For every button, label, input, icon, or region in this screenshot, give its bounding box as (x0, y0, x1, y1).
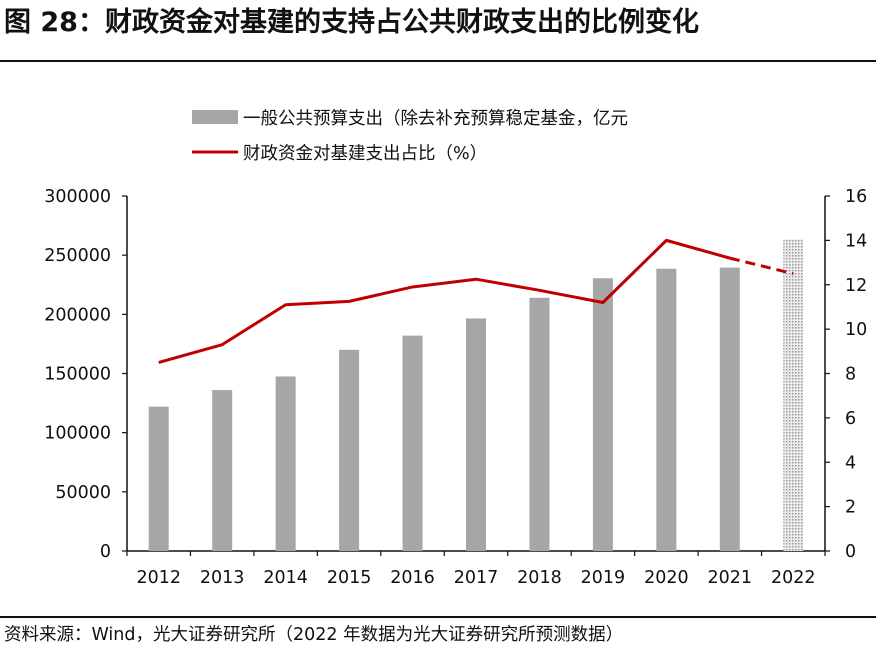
y-axis-left-ticks: 0 50000 100000 150000 200000 250000 300000 (44, 187, 127, 562)
x-tick-label: 2022 (771, 568, 816, 588)
bar-series (148, 239, 804, 552)
y-right-tick-label: 0 (845, 542, 856, 562)
y-left-tick-label: 50000 (55, 483, 111, 503)
title-divider (0, 60, 876, 62)
bar (466, 318, 486, 551)
y-right-tick-label: 6 (845, 409, 856, 429)
y-axis-right-ticks: 0 2 4 6 8 10 12 14 16 (825, 187, 867, 562)
x-tick-label: 2021 (708, 568, 753, 588)
x-tick-label: 2012 (136, 568, 181, 588)
bar (656, 268, 677, 551)
x-tick-label: 2015 (327, 568, 372, 588)
legend: 一般公共预算支出（除去补充预算稳定基金，亿元 财政资金对基建支出占比（%） (192, 109, 628, 164)
x-tick-label: 2017 (454, 568, 499, 588)
line-series (158, 238, 794, 364)
x-tick-label: 2013 (200, 568, 245, 588)
x-tick-label: 2020 (644, 568, 689, 588)
y-left-tick-label: 300000 (44, 187, 111, 207)
source-note: 资料来源：Wind，光大证券研究所（2022 年数据为光大证券研究所预测数据） (4, 625, 624, 645)
y-left-tick-label: 150000 (44, 365, 111, 385)
bar (339, 349, 360, 551)
x-axis-ticks: 2012 2013 2014 2015 2016 2017 2018 2019 2020 2021… (126, 551, 826, 588)
y-right-tick-label: 8 (845, 365, 856, 385)
y-right-tick-label: 14 (845, 231, 867, 251)
chart: 一般公共预算支出（除去补充预算稳定基金，亿元 财政资金对基建支出占比（%） 20… (44, 109, 867, 588)
y-left-tick-label: 200000 (44, 305, 111, 325)
bar (148, 406, 169, 551)
y-right-tick-label: 4 (845, 453, 856, 473)
bar (592, 278, 613, 551)
bar-forecast (783, 239, 804, 552)
y-right-tick-label: 16 (845, 187, 867, 207)
y-right-tick-label: 10 (845, 320, 867, 340)
page-title: 图 28：财政资金对基建的支持占公共财政支出的比例变化 (4, 7, 699, 38)
bar (212, 390, 233, 551)
line-forecast-dashed (729, 256, 794, 276)
x-tick-label: 2019 (581, 568, 626, 588)
legend-bar-label: 一般公共预算支出（除去补充预算稳定基金，亿元 (243, 109, 628, 129)
y-left-tick-label: 100000 (44, 424, 111, 444)
x-tick-label: 2018 (517, 568, 562, 588)
bar (719, 267, 740, 551)
footer-divider (0, 616, 876, 618)
bar (275, 376, 296, 551)
legend-bar-swatch (192, 110, 238, 124)
y-left-tick-label: 250000 (44, 246, 111, 266)
line-solid (158, 238, 731, 364)
legend-line-label: 财政资金对基建支出占比（%） (243, 144, 487, 164)
x-tick-label: 2014 (263, 568, 308, 588)
y-right-tick-label: 2 (845, 498, 856, 518)
bar (402, 335, 423, 551)
y-left-tick-label: 0 (100, 542, 111, 562)
y-right-tick-label: 12 (845, 276, 867, 296)
x-tick-label: 2016 (390, 568, 435, 588)
bar (529, 297, 550, 551)
